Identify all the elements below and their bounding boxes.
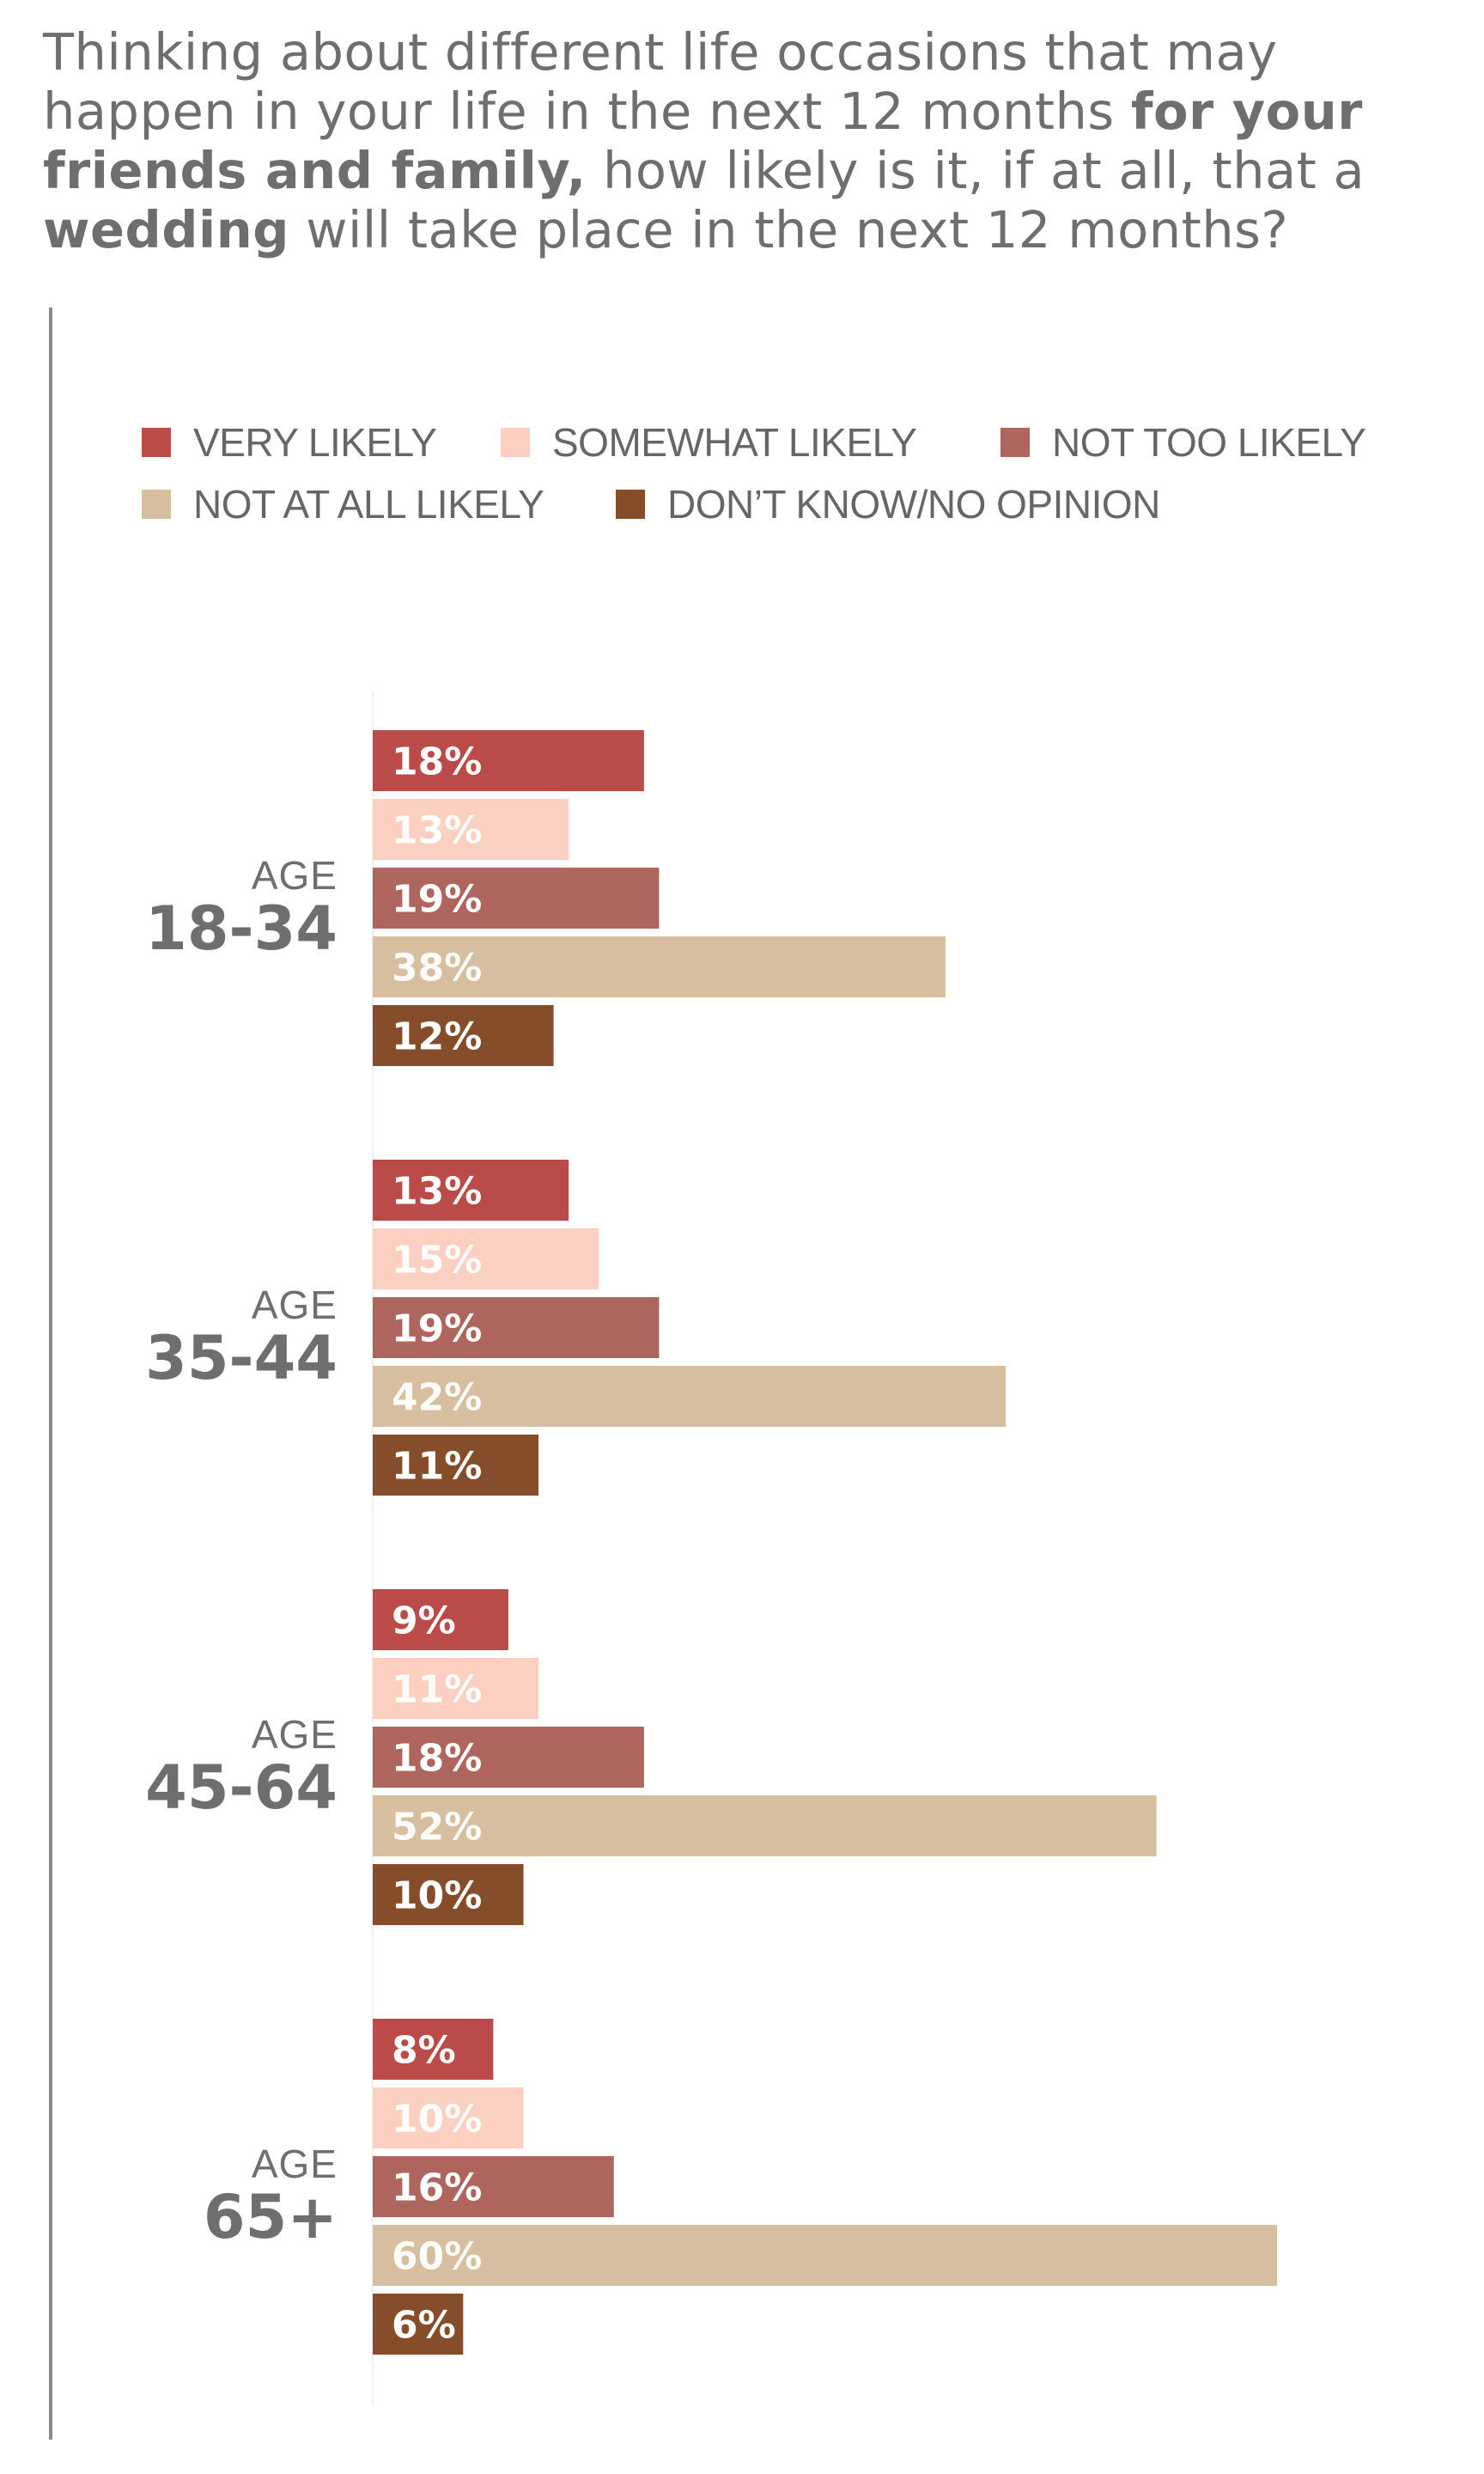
data-label: 19% xyxy=(392,1307,482,1351)
legend-item-not-too-likely: NOT TOO LIKELY xyxy=(1000,419,1366,466)
age-group-label: AGE 18-34 xyxy=(3,854,338,960)
data-label: 15% xyxy=(392,1239,482,1283)
data-label: 10% xyxy=(392,1874,482,1918)
bar xyxy=(373,1658,539,1719)
data-label: 13% xyxy=(392,1170,482,1214)
bar xyxy=(373,2087,524,2148)
legend-label-not-at-all-likely: NOT AT ALL LIKELY xyxy=(193,482,544,527)
data-label: 38% xyxy=(392,947,482,990)
age-range: 18-34 xyxy=(145,893,338,964)
age-group-label: AGE 45-64 xyxy=(3,1713,338,1819)
bar xyxy=(373,1589,508,1650)
bar xyxy=(373,936,946,997)
data-label: 11% xyxy=(392,1668,482,1712)
question-text: Thinking about different life occasions … xyxy=(43,22,1451,259)
bar xyxy=(373,1727,644,1788)
legend-swatch-not-at-all-likely xyxy=(142,490,171,519)
bar xyxy=(373,2019,494,2080)
age-group-label: AGE 65+ xyxy=(3,2142,338,2249)
age-prefix: AGE xyxy=(251,1283,338,1327)
age-prefix: AGE xyxy=(251,1712,338,1757)
legend-swatch-somewhat-likely xyxy=(501,428,530,457)
legend-swatch-not-too-likely xyxy=(1000,428,1030,457)
data-label: 11% xyxy=(392,1445,482,1489)
data-label: 8% xyxy=(392,2029,456,2073)
question-segment: how likely is it, if at all, that a xyxy=(586,141,1365,200)
age-prefix: AGE xyxy=(251,2142,338,2186)
legend-label-dont-know: DON’T KNOW/NO OPINION xyxy=(667,482,1160,527)
age-range: 45-64 xyxy=(145,1752,338,1823)
data-label: 13% xyxy=(392,809,482,853)
age-group-label: AGE 35-44 xyxy=(3,1283,338,1390)
legend-item-dont-know: DON’T KNOW/NO OPINION xyxy=(616,481,1160,527)
bar xyxy=(373,868,660,929)
data-label: 6% xyxy=(392,2304,456,2348)
legend-label-somewhat-likely: SOMEWHAT LIKELY xyxy=(552,420,917,465)
data-label: 60% xyxy=(392,2235,482,2279)
question-emphasis: wedding xyxy=(43,200,289,259)
data-label: 12% xyxy=(392,1015,482,1059)
data-label: 18% xyxy=(392,740,482,784)
question-emphasis: for your friends and family, xyxy=(43,82,1363,200)
bar xyxy=(373,1228,599,1289)
legend-item-very-likely: VERY LIKELY xyxy=(142,419,437,466)
age-prefix: AGE xyxy=(251,853,338,898)
bar xyxy=(373,1795,1157,1856)
bar xyxy=(373,1366,1007,1427)
bar xyxy=(373,2225,1277,2286)
bar xyxy=(373,1435,539,1496)
bar xyxy=(373,2294,464,2355)
legend-item-not-at-all-likely: NOT AT ALL LIKELY xyxy=(142,481,544,527)
legend-row: NOT AT ALL LIKELY DON’T KNOW/NO OPINION xyxy=(142,481,1464,543)
bar xyxy=(373,799,569,860)
data-label: 42% xyxy=(392,1376,482,1420)
bar xyxy=(373,1864,524,1925)
data-label: 10% xyxy=(392,2098,482,2142)
data-label: 16% xyxy=(392,2166,482,2210)
age-range: 35-44 xyxy=(145,1323,338,1393)
legend-item-somewhat-likely: SOMEWHAT LIKELY xyxy=(501,419,917,466)
question-segment: will take place in the next 12 months? xyxy=(289,200,1289,259)
chart-legend: VERY LIKELY SOMEWHAT LIKELY NOT TOO LIKE… xyxy=(142,419,1464,543)
legend-label-very-likely: VERY LIKELY xyxy=(193,420,437,465)
data-label: 52% xyxy=(392,1806,482,1849)
bar xyxy=(373,2156,614,2217)
data-label: 18% xyxy=(392,1737,482,1781)
legend-row: VERY LIKELY SOMEWHAT LIKELY NOT TOO LIKE… xyxy=(142,419,1464,481)
question-segment: Thinking about different life occasions … xyxy=(43,22,1278,141)
bar xyxy=(373,1297,660,1358)
legend-swatch-dont-know xyxy=(616,490,645,519)
data-label: 19% xyxy=(392,878,482,922)
data-label: 9% xyxy=(392,1600,456,1643)
bar xyxy=(373,1005,554,1066)
bar xyxy=(373,730,644,791)
legend-label-not-too-likely: NOT TOO LIKELY xyxy=(1052,420,1366,465)
bar xyxy=(373,1160,569,1221)
frame-divider-line xyxy=(49,308,52,2440)
legend-swatch-very-likely xyxy=(142,428,171,457)
age-range: 65+ xyxy=(203,2182,338,2252)
